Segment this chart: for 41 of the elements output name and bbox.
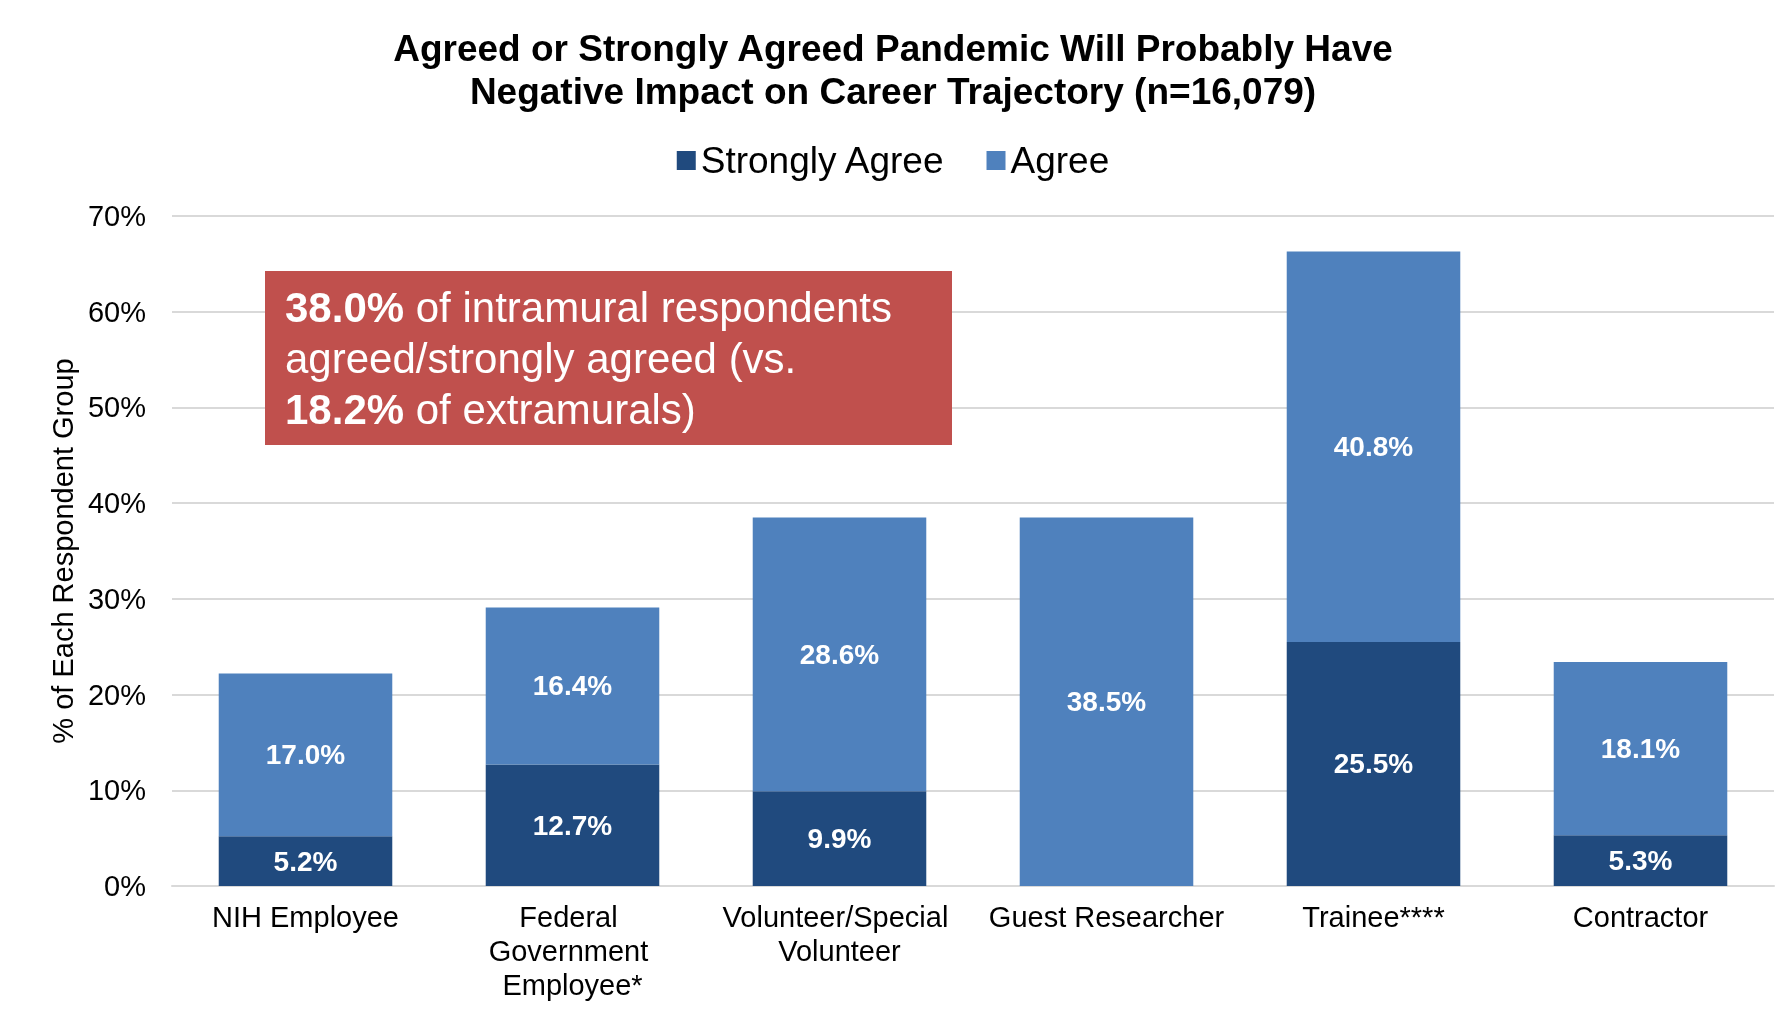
bar — [218, 836, 393, 886]
legend-label: Agree — [1010, 140, 1110, 181]
bar — [1553, 662, 1728, 836]
y-tick-label: 10% — [87, 774, 146, 807]
bar — [1286, 641, 1461, 886]
data-label: 40.8% — [1333, 431, 1414, 463]
bar — [752, 791, 927, 886]
legend-label: Strongly Agree — [700, 140, 944, 181]
y-tick-label: 40% — [87, 487, 146, 520]
x-tick-label: Contractor — [1572, 901, 1709, 933]
x-tick-label: Guest Researcher — [988, 901, 1225, 933]
y-tick-label: 0% — [104, 870, 146, 902]
bar — [1019, 517, 1194, 886]
data-label: 5.3% — [1608, 845, 1673, 877]
bar — [1286, 251, 1461, 642]
chart-title: Agreed or Strongly Agreed Pandemic Will Probably Have Negative Impact on Career Trajectory (n=16,079) — [393, 28, 1393, 112]
bar — [1553, 835, 1728, 886]
annotation: 38.0% of intramural respondents agreed/strongly agreed (vs. 18.2% of extramurals) — [265, 271, 952, 445]
data-label: 17.0% — [265, 739, 346, 771]
x-tick-label: NIH Employee — [212, 901, 399, 933]
bar — [218, 673, 393, 837]
y-tick-label: 70% — [87, 200, 146, 232]
y-axis-title: % of Each Respondent Group — [46, 358, 79, 744]
bar — [752, 517, 927, 792]
bar — [485, 607, 660, 765]
bar — [485, 764, 660, 886]
x-tick-label: Federal Government Employee* — [488, 901, 657, 1001]
data-label: 9.9% — [807, 823, 872, 855]
y-tick-label: 50% — [87, 391, 146, 424]
data-label: 28.6% — [799, 638, 880, 670]
data-label: 18.1% — [1600, 733, 1681, 765]
data-label: 25.5% — [1333, 748, 1414, 780]
data-label: 38.5% — [1066, 686, 1147, 718]
y-tick-label: 60% — [87, 295, 146, 328]
x-tick-label: Volunteer/Special Volunteer — [722, 901, 957, 967]
data-label: 5.2% — [273, 845, 338, 877]
data-label: 12.7% — [532, 809, 613, 841]
data-label: 16.4% — [532, 670, 613, 702]
x-tick-label: Trainee**** — [1302, 901, 1445, 933]
y-tick-label: 20% — [87, 678, 146, 711]
y-tick-label: 30% — [87, 582, 146, 615]
